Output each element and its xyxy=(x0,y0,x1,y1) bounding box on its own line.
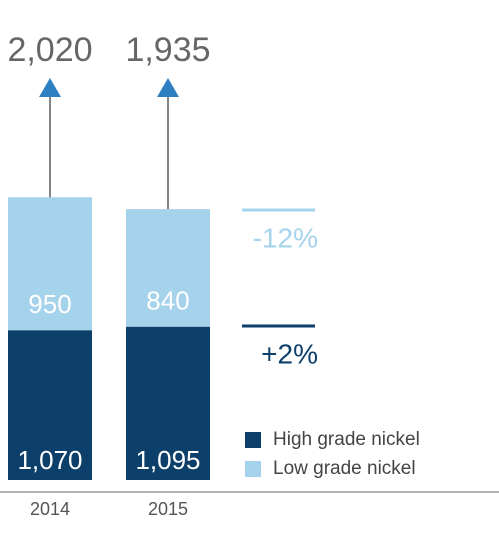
data-label: 1,095 xyxy=(135,445,200,475)
total-label: 2,020 xyxy=(7,31,92,69)
bar-segment xyxy=(8,197,92,331)
legend-swatch xyxy=(245,432,261,448)
total-label: 1,935 xyxy=(125,31,210,69)
change-label: +2% xyxy=(261,338,318,369)
bar-segment xyxy=(126,326,210,480)
arrow-head xyxy=(157,78,179,97)
x-tick-label: 2014 xyxy=(30,499,70,519)
legend-label: Low grade nickel xyxy=(273,458,416,479)
arrow-head xyxy=(39,78,61,97)
data-label: 1,070 xyxy=(17,445,82,475)
data-label: 840 xyxy=(146,286,189,316)
bar-segment xyxy=(126,209,210,327)
x-tick-label: 2015 xyxy=(148,499,188,519)
change-label: -12% xyxy=(253,222,318,253)
bar-segment xyxy=(8,330,92,480)
legend-label: High grade nickel xyxy=(273,429,420,450)
legend-swatch xyxy=(245,461,261,477)
data-label: 950 xyxy=(28,289,71,319)
